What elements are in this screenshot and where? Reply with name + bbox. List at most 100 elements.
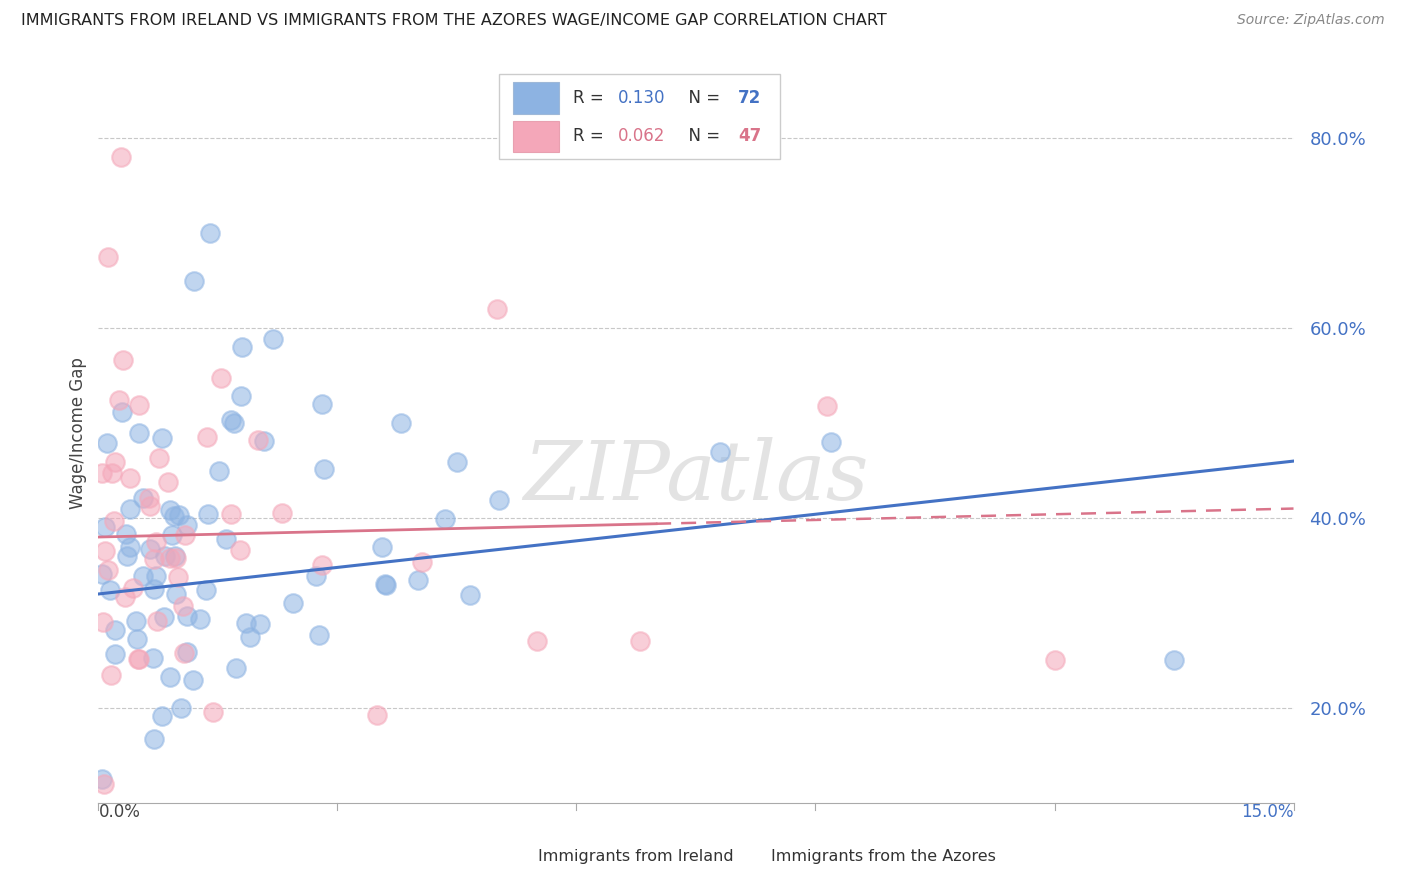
- Text: 0.0%: 0.0%: [98, 803, 141, 821]
- Point: [120, 471, 142, 485]
- Point: [434, 512, 457, 526]
- Point: [165, 551, 187, 566]
- Point: [159, 502, 181, 516]
- Point: [209, 371, 232, 385]
- Point: [91, 772, 114, 787]
- Point: [112, 353, 135, 368]
- Point: [159, 550, 181, 565]
- Point: [228, 542, 250, 557]
- Point: [225, 660, 247, 674]
- Y-axis label: Wage/Income Gap: Wage/Income Gap: [69, 357, 87, 508]
- Point: [446, 455, 468, 469]
- Point: [115, 549, 138, 564]
- Text: Immigrants from the Azores: Immigrants from the Azores: [772, 848, 995, 863]
- Point: [224, 416, 246, 430]
- Point: [1163, 653, 1185, 667]
- Text: Immigrants from Ireland: Immigrants from Ireland: [538, 848, 734, 863]
- Point: [253, 434, 276, 448]
- Point: [311, 397, 333, 411]
- Point: [198, 227, 221, 241]
- Point: [96, 436, 118, 450]
- Point: [709, 444, 731, 458]
- Point: [104, 647, 127, 661]
- Point: [143, 582, 166, 597]
- Point: [208, 464, 231, 478]
- Point: [127, 652, 149, 666]
- Point: [94, 520, 117, 534]
- Point: [628, 634, 651, 648]
- Point: [820, 435, 842, 450]
- Point: [172, 599, 194, 613]
- Text: 47: 47: [738, 128, 761, 145]
- Point: [96, 563, 118, 577]
- Point: [114, 526, 136, 541]
- Point: [142, 552, 165, 566]
- Point: [458, 588, 481, 602]
- Point: [142, 651, 165, 665]
- Point: [97, 251, 120, 265]
- Point: [142, 731, 165, 746]
- Point: [152, 709, 174, 723]
- Point: [312, 462, 335, 476]
- Point: [160, 528, 183, 542]
- Text: R =: R =: [572, 128, 609, 145]
- Point: [104, 454, 127, 468]
- Point: [219, 413, 242, 427]
- Point: [150, 431, 173, 445]
- Point: [183, 673, 205, 688]
- Point: [408, 573, 430, 587]
- Point: [132, 491, 155, 506]
- Point: [125, 632, 148, 646]
- Point: [139, 499, 162, 513]
- Point: [374, 578, 396, 592]
- Text: N =: N =: [678, 128, 725, 145]
- Point: [231, 340, 253, 354]
- Point: [202, 705, 225, 719]
- Point: [281, 596, 304, 610]
- Point: [153, 549, 176, 563]
- Point: [815, 399, 838, 413]
- Point: [138, 491, 160, 506]
- Point: [194, 583, 217, 598]
- Point: [170, 701, 193, 715]
- Point: [219, 507, 242, 521]
- Point: [165, 586, 187, 600]
- Point: [121, 581, 143, 595]
- Point: [111, 405, 134, 419]
- Point: [246, 433, 269, 447]
- Point: [305, 569, 328, 583]
- Point: [1043, 653, 1066, 667]
- FancyBboxPatch shape: [499, 73, 780, 159]
- FancyBboxPatch shape: [494, 840, 529, 872]
- Point: [526, 634, 548, 648]
- Point: [239, 630, 262, 644]
- FancyBboxPatch shape: [513, 82, 558, 113]
- Point: [183, 274, 205, 288]
- Point: [157, 475, 180, 489]
- Point: [100, 467, 122, 481]
- Point: [173, 646, 195, 660]
- Point: [145, 615, 167, 629]
- Text: 15.0%: 15.0%: [1241, 803, 1294, 821]
- Point: [188, 612, 211, 626]
- Point: [229, 389, 252, 403]
- Point: [120, 502, 142, 516]
- Point: [153, 610, 176, 624]
- Point: [104, 623, 127, 637]
- Text: 0.130: 0.130: [619, 89, 666, 107]
- Point: [98, 583, 121, 598]
- Point: [131, 568, 153, 582]
- Point: [125, 615, 148, 629]
- Point: [91, 466, 114, 480]
- Text: Source: ZipAtlas.com: Source: ZipAtlas.com: [1237, 13, 1385, 28]
- Point: [311, 558, 333, 572]
- Point: [94, 543, 117, 558]
- Text: IMMIGRANTS FROM IRELAND VS IMMIGRANTS FROM THE AZORES WAGE/INCOME GAP CORRELATIO: IMMIGRANTS FROM IRELAND VS IMMIGRANTS FR…: [21, 13, 887, 29]
- Point: [163, 508, 186, 523]
- Text: R =: R =: [572, 89, 609, 107]
- Point: [167, 508, 190, 522]
- Point: [389, 416, 412, 430]
- Point: [195, 430, 218, 444]
- Point: [249, 617, 271, 632]
- Point: [411, 555, 433, 569]
